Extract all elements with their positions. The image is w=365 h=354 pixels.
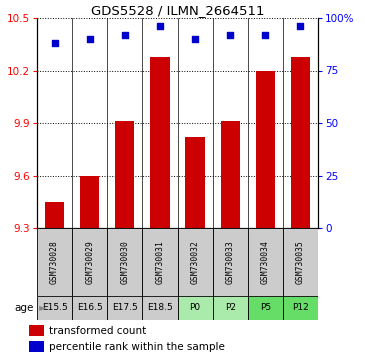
Bar — [177, 228, 213, 296]
Bar — [107, 296, 142, 320]
Bar — [142, 228, 177, 296]
Bar — [150, 57, 170, 228]
Text: GSM730033: GSM730033 — [226, 240, 235, 284]
Bar — [213, 228, 248, 296]
Bar — [255, 70, 275, 228]
Bar — [72, 296, 107, 320]
Bar — [220, 121, 240, 228]
Text: GSM730035: GSM730035 — [296, 240, 305, 284]
Point — [122, 32, 128, 38]
Bar — [213, 296, 248, 320]
Text: P2: P2 — [225, 303, 236, 313]
Text: GSM730030: GSM730030 — [120, 240, 129, 284]
Bar — [185, 137, 205, 228]
Text: P5: P5 — [260, 303, 271, 313]
Point — [157, 24, 163, 29]
Point — [227, 32, 233, 38]
Title: GDS5528 / ILMN_2664511: GDS5528 / ILMN_2664511 — [91, 4, 264, 17]
Bar — [291, 57, 310, 228]
Bar — [142, 296, 177, 320]
Text: transformed count: transformed count — [49, 326, 146, 336]
Bar — [248, 228, 283, 296]
Bar — [115, 121, 134, 228]
Text: P12: P12 — [292, 303, 309, 313]
Point — [87, 36, 93, 42]
Bar — [107, 228, 142, 296]
Point — [192, 36, 198, 42]
Point — [51, 40, 57, 46]
Text: E18.5: E18.5 — [147, 303, 173, 313]
Text: GSM730032: GSM730032 — [191, 240, 200, 284]
Text: E15.5: E15.5 — [42, 303, 68, 313]
Text: GSM730028: GSM730028 — [50, 240, 59, 284]
Bar — [29, 325, 44, 336]
Bar — [29, 341, 44, 352]
Bar — [283, 296, 318, 320]
Text: GSM730031: GSM730031 — [155, 240, 165, 284]
Text: GSM730029: GSM730029 — [85, 240, 94, 284]
Bar — [72, 228, 107, 296]
Text: percentile rank within the sample: percentile rank within the sample — [49, 342, 225, 352]
Bar — [37, 228, 72, 296]
Bar — [80, 176, 99, 228]
Point — [297, 24, 303, 29]
Text: ►: ► — [36, 303, 46, 313]
Text: P0: P0 — [189, 303, 201, 313]
Text: E17.5: E17.5 — [112, 303, 138, 313]
Bar — [248, 296, 283, 320]
Bar — [45, 202, 64, 228]
Text: age: age — [15, 303, 34, 313]
Text: E16.5: E16.5 — [77, 303, 103, 313]
Point — [262, 32, 268, 38]
Bar — [37, 296, 72, 320]
Bar — [283, 228, 318, 296]
Bar — [177, 296, 213, 320]
Text: GSM730034: GSM730034 — [261, 240, 270, 284]
